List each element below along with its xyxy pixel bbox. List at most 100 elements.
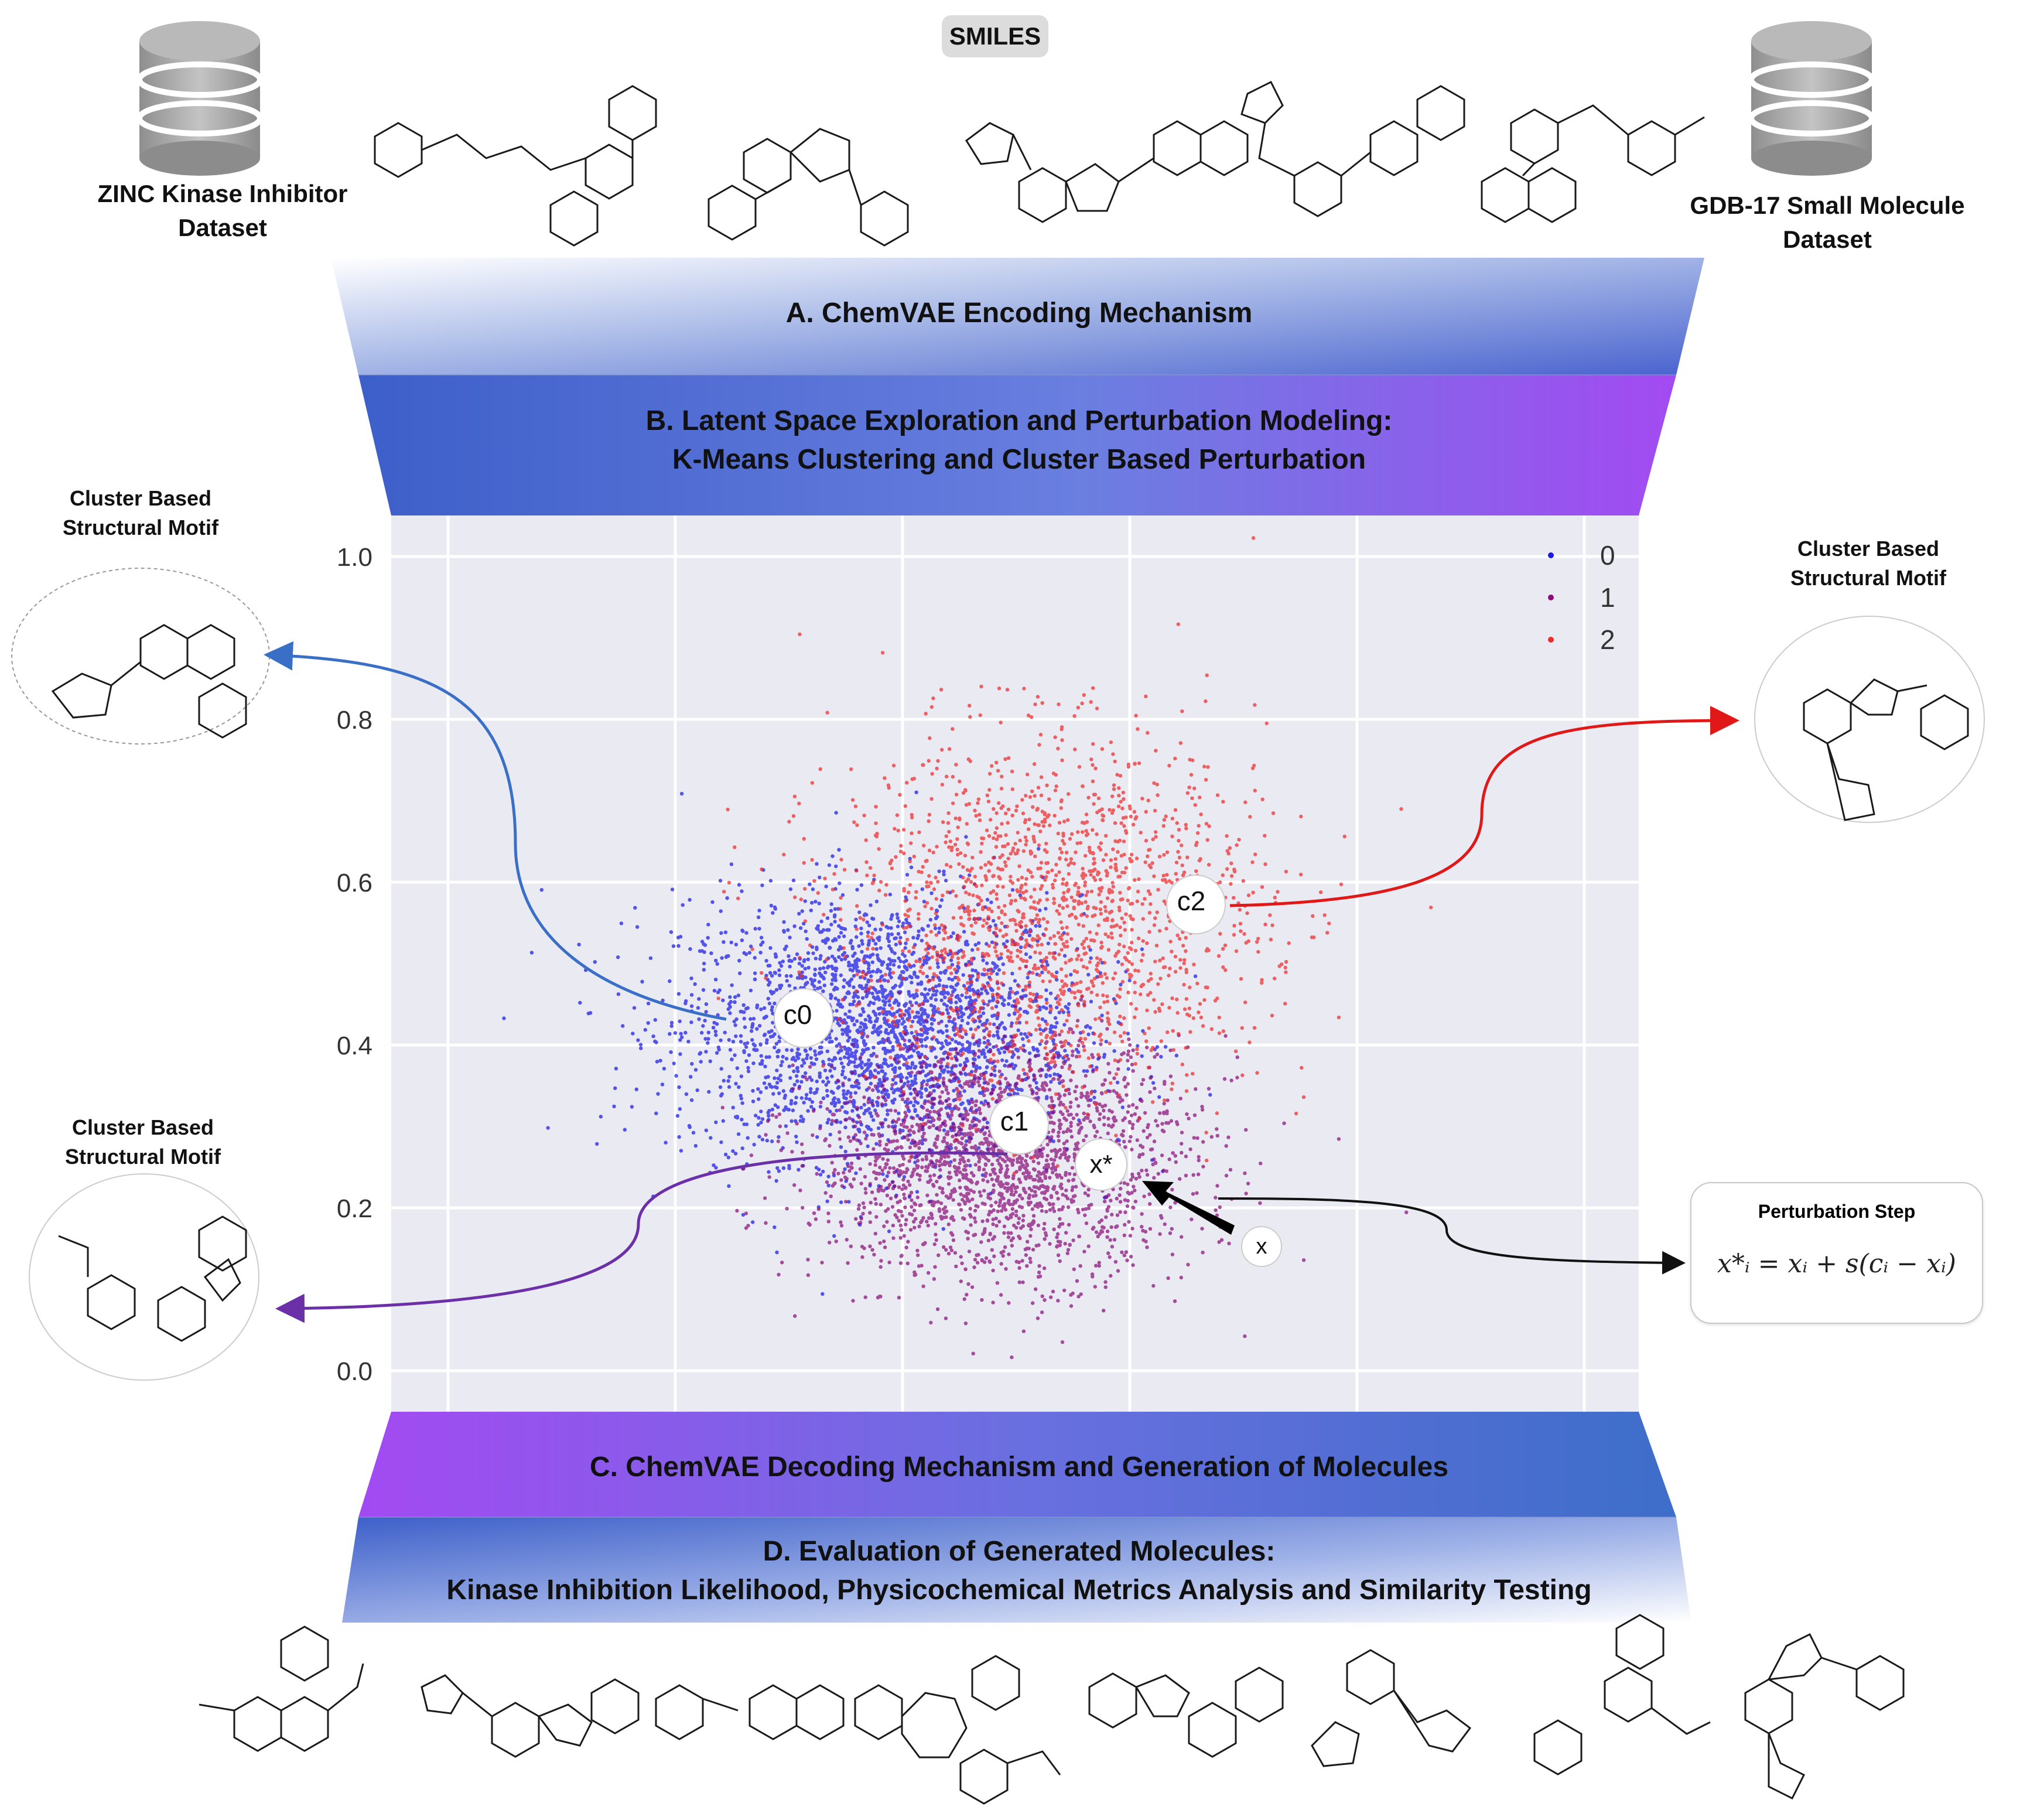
scatter-point [1083, 1191, 1088, 1196]
scatter-point [1061, 1222, 1065, 1226]
scatter-point [927, 1200, 931, 1204]
scatter-point [1180, 844, 1184, 848]
scatter-point [765, 1119, 770, 1124]
scatter-point [890, 1180, 895, 1184]
scatter-point [881, 999, 886, 1003]
scatter-point [887, 939, 891, 944]
scatter-point [900, 1086, 904, 1090]
scatter-point [1133, 1112, 1137, 1116]
scatter-point [678, 1052, 682, 1056]
scatter-point [830, 1058, 835, 1063]
scatter-point [846, 1261, 850, 1265]
scatter-point [1021, 1037, 1025, 1041]
scatter-point [1109, 1225, 1113, 1230]
scatter-point [729, 940, 733, 945]
scatter-point [941, 1077, 946, 1081]
scatter-point [1063, 1049, 1067, 1053]
scatter-point [857, 1115, 862, 1119]
scatter-point [1076, 1043, 1081, 1048]
scatter-point [1017, 1266, 1021, 1270]
scatter-point [790, 1150, 794, 1154]
scatter-point [894, 1120, 898, 1124]
scatter-point [1001, 1204, 1005, 1208]
scatter-point [1155, 1052, 1160, 1057]
scatter-point [921, 1135, 925, 1139]
scatter-point [1130, 1175, 1135, 1179]
scatter-point [728, 1011, 732, 1015]
scatter-point [1023, 1166, 1027, 1170]
scatter-point [1084, 1074, 1088, 1078]
scatter-point [972, 1001, 977, 1006]
scatter-point [823, 941, 828, 945]
scatter-point [1074, 1084, 1079, 1089]
scatter-point [855, 1138, 859, 1142]
scatter-point [801, 1119, 805, 1124]
scatter-point [759, 1121, 763, 1125]
scatter-point [982, 1189, 986, 1193]
scatter-point [914, 1081, 918, 1085]
scatter-point [940, 1190, 945, 1194]
scatter-point [1072, 1152, 1076, 1156]
scatter-point [1040, 1017, 1045, 1022]
scatter-point [895, 1139, 900, 1143]
scatter-point [775, 1054, 780, 1059]
scatter-point [880, 1188, 884, 1193]
scatter-point [1065, 1251, 1070, 1255]
scatter-point [770, 1113, 775, 1117]
scatter-point [1157, 1095, 1161, 1099]
scatter-point [1059, 1207, 1064, 1211]
scatter-point [863, 989, 868, 993]
scatter-point [893, 1074, 897, 1079]
scatter-point [1030, 1091, 1035, 1096]
scatter-point [938, 1074, 942, 1079]
scatter-point [918, 1116, 922, 1121]
scatter-point [975, 1148, 979, 1152]
scatter-point [830, 1119, 835, 1123]
scatter-point [891, 1236, 896, 1240]
scatter-point [846, 1050, 850, 1054]
scatter-point [916, 1020, 921, 1024]
scatter-point [920, 1157, 925, 1162]
scatter-point [1014, 1214, 1019, 1218]
scatter-point [727, 1038, 732, 1042]
scatter-point [1037, 1271, 1041, 1275]
scatter-point [1126, 1110, 1130, 1114]
scatter-point [984, 1171, 988, 1176]
scatter-point [833, 1181, 837, 1186]
scatter-point [739, 1040, 743, 1044]
scatter-point [847, 1036, 852, 1040]
scatter-point [935, 961, 940, 965]
scatter-point [797, 961, 802, 966]
scatter-point [945, 1132, 950, 1136]
scatter-point [806, 1273, 811, 1277]
scatter-point [944, 834, 948, 838]
scatter-point [828, 1068, 832, 1073]
scatter-point [953, 1104, 958, 1109]
scatter-point [1151, 1081, 1156, 1085]
scatter-point [879, 946, 883, 950]
scatter-point [718, 879, 723, 883]
scatter-point [828, 1241, 832, 1245]
scatter-point [1038, 1067, 1043, 1071]
scatter-point [961, 1216, 965, 1220]
scatter-point [826, 1174, 830, 1179]
scatter-point [809, 1056, 814, 1060]
scatter-point [852, 1060, 856, 1064]
scatter-point [972, 1173, 976, 1178]
scatter-point [997, 1096, 1002, 1101]
scatter-point [753, 977, 757, 982]
scatter-point [1031, 1167, 1036, 1172]
scatter-point [860, 938, 864, 943]
scatter-point [1028, 955, 1033, 959]
scatter-point [891, 1119, 896, 1123]
scatter-point [1069, 972, 1073, 977]
scatter-point [1050, 1099, 1054, 1103]
scatter-point [985, 1136, 989, 1141]
scatter-point [636, 1038, 640, 1042]
scatter-point [925, 1108, 929, 1112]
scatter-point [1007, 1252, 1011, 1256]
scatter-point [864, 1133, 869, 1138]
scatter-point [956, 1015, 961, 1020]
scatter-point [829, 1194, 833, 1198]
scatter-point [836, 1002, 840, 1007]
